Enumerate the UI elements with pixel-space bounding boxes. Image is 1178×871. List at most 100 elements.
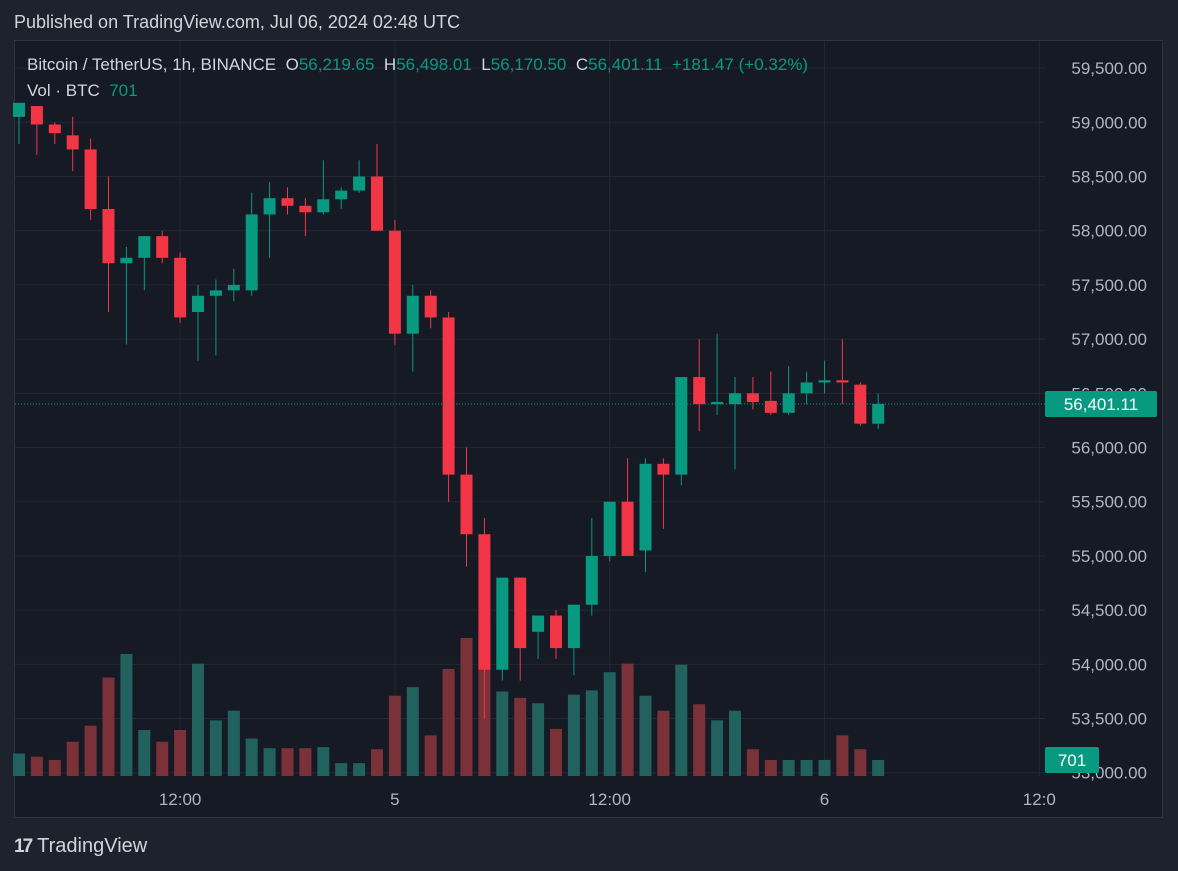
volume-bar[interactable] — [138, 729, 151, 776]
volume-bar[interactable] — [514, 697, 527, 776]
volume-bar[interactable] — [281, 748, 294, 776]
volume-bar[interactable] — [263, 748, 276, 776]
volume-bar[interactable] — [782, 759, 795, 776]
volume-bar[interactable] — [120, 654, 133, 776]
volume-bar[interactable] — [30, 756, 43, 776]
candle[interactable] — [496, 577, 509, 681]
candle[interactable] — [639, 458, 652, 573]
volume-bar[interactable] — [299, 748, 312, 776]
candle[interactable] — [156, 230, 169, 264]
candle[interactable] — [764, 371, 777, 416]
candle[interactable] — [84, 138, 97, 220]
candle[interactable] — [514, 577, 527, 681]
volume-bar[interactable] — [66, 741, 79, 776]
candle[interactable] — [424, 290, 437, 329]
last-volume-badge[interactable]: 701 — [1045, 747, 1099, 773]
candle[interactable] — [800, 371, 813, 405]
candle[interactable] — [585, 517, 598, 616]
tradingview-logo[interactable]: 17 TradingView — [14, 835, 147, 858]
candle[interactable] — [478, 517, 491, 719]
volume-bar[interactable] — [406, 687, 419, 776]
candle[interactable] — [263, 181, 276, 258]
candle[interactable] — [711, 333, 724, 416]
volume-bar[interactable] — [764, 759, 777, 776]
volume-bar[interactable] — [48, 759, 61, 776]
volume-bar[interactable] — [675, 664, 688, 776]
volume-bar[interactable] — [227, 710, 240, 776]
volume-bar[interactable] — [192, 663, 204, 776]
candle[interactable] — [66, 116, 79, 172]
candle[interactable] — [460, 447, 473, 567]
volume-bar[interactable] — [496, 691, 509, 776]
candle[interactable] — [192, 284, 204, 361]
candle[interactable] — [48, 122, 61, 144]
candle[interactable] — [532, 615, 545, 659]
volume-bar[interactable] — [388, 695, 401, 776]
candle[interactable] — [102, 176, 115, 313]
candle[interactable] — [621, 458, 634, 556]
candle[interactable] — [227, 268, 240, 302]
volume-bar[interactable] — [317, 747, 330, 776]
volume-bar[interactable] — [353, 763, 366, 776]
volume-bar[interactable] — [693, 704, 706, 776]
volume-bar[interactable] — [84, 725, 97, 776]
volume-bar[interactable] — [872, 759, 885, 776]
volume-bar[interactable] — [711, 720, 724, 776]
volume-bar[interactable] — [102, 677, 115, 776]
volume-bar[interactable] — [174, 729, 187, 776]
volume-bar[interactable] — [245, 738, 258, 776]
volume-bar[interactable] — [460, 637, 473, 776]
candle[interactable] — [120, 246, 133, 345]
candle[interactable] — [209, 279, 222, 356]
volume-bar[interactable] — [156, 741, 169, 776]
candle[interactable] — [657, 458, 670, 529]
candle[interactable] — [729, 377, 741, 470]
volume-bar[interactable] — [818, 759, 831, 776]
volume-bar[interactable] — [567, 694, 580, 776]
candle[interactable] — [818, 360, 831, 394]
volume-bar[interactable] — [621, 663, 634, 776]
volume-bar[interactable] — [603, 672, 616, 776]
volume-bar[interactable] — [585, 690, 598, 776]
volume-bar[interactable] — [550, 728, 562, 776]
candle[interactable] — [746, 377, 759, 410]
volume-bar[interactable] — [657, 710, 670, 776]
volume-bar[interactable] — [424, 735, 437, 776]
candle[interactable] — [299, 198, 312, 237]
candle[interactable] — [782, 366, 795, 416]
candle[interactable] — [567, 604, 580, 676]
volume-bar[interactable] — [335, 763, 348, 776]
volume-bar[interactable] — [800, 759, 813, 776]
last-price-badge[interactable]: 56,401.11 — [1045, 391, 1157, 418]
candle[interactable] — [675, 377, 688, 486]
volume-bar[interactable] — [729, 710, 741, 776]
candle[interactable] — [174, 252, 187, 323]
volume-bar[interactable] — [371, 749, 383, 776]
candle[interactable] — [245, 192, 258, 296]
candle[interactable] — [317, 160, 330, 215]
candle[interactable] — [406, 284, 419, 372]
candle[interactable] — [854, 382, 867, 426]
volume-bar[interactable] — [639, 695, 652, 776]
volume-bar[interactable] — [746, 749, 759, 776]
candle[interactable] — [872, 393, 885, 430]
candle[interactable] — [836, 339, 849, 405]
candle[interactable] — [550, 610, 562, 659]
candle[interactable] — [335, 187, 348, 210]
candle[interactable] — [30, 106, 43, 155]
candle[interactable] — [693, 339, 706, 432]
candle[interactable] — [603, 501, 616, 562]
volume-bar[interactable] — [442, 668, 455, 776]
candle[interactable] — [388, 219, 401, 345]
candle[interactable] — [353, 160, 366, 193]
candle[interactable] — [13, 102, 25, 144]
candle[interactable] — [442, 312, 455, 502]
candle[interactable] — [138, 236, 151, 291]
volume-bar[interactable] — [854, 749, 867, 776]
candle[interactable] — [371, 143, 383, 231]
volume-bar[interactable] — [13, 753, 25, 776]
candle[interactable] — [281, 187, 294, 215]
volume-bar[interactable] — [532, 703, 545, 776]
volume-bar[interactable] — [836, 735, 849, 776]
